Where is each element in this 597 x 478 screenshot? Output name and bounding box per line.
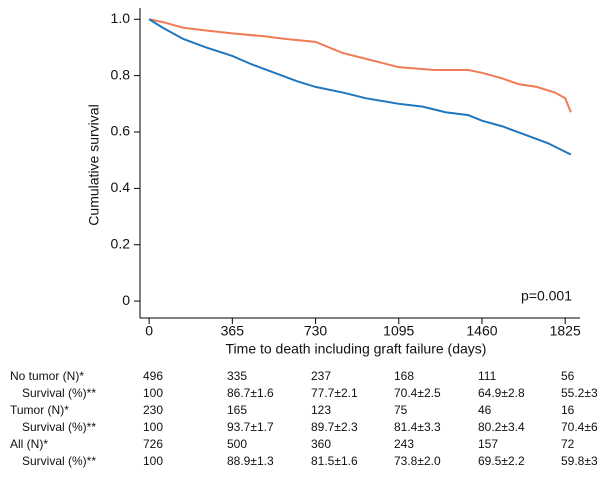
y-tick-label: 0.4 [111, 179, 131, 195]
table-cell: 157 [478, 437, 498, 451]
table-cell: 100 [143, 420, 163, 434]
table-cell: 100 [143, 386, 163, 400]
table-cell: 16 [561, 403, 575, 417]
table-cell: 335 [227, 369, 247, 383]
table-cell: 165 [227, 403, 247, 417]
y-tick-label: 0 [122, 292, 130, 308]
table-cell: 243 [394, 437, 414, 451]
table-cell: 55.2±3.5 [561, 386, 597, 400]
row-label: Survival (%)** [22, 454, 96, 468]
x-tick-label: 730 [304, 323, 328, 339]
annotation: p=0.001 [521, 288, 572, 304]
y-tick-label: 0.6 [111, 123, 131, 139]
row-label: Tumor (N)* [10, 403, 69, 417]
table-cell: 168 [394, 369, 414, 383]
table-cell: 100 [143, 454, 163, 468]
table-cell: 59.8±3.0 [561, 454, 597, 468]
survival-curve [148, 18, 572, 156]
table-cell: 70.4±2.5 [394, 386, 441, 400]
row-label: All (N)* [10, 437, 48, 451]
x-tick-label: 1825 [550, 323, 581, 339]
table-cell: 86.7±1.6 [227, 386, 274, 400]
table-cell: 69.5±2.2 [478, 454, 525, 468]
table-cell: 56 [561, 369, 575, 383]
row-label: Survival (%)** [22, 420, 96, 434]
table-cell: 46 [478, 403, 492, 417]
row-label: Survival (%)** [22, 386, 96, 400]
survival-curve [148, 18, 572, 113]
table-cell: 88.9±1.3 [227, 454, 274, 468]
table-cell: 123 [311, 403, 331, 417]
table-cell: 89.7±2.3 [311, 420, 358, 434]
table-cell: 500 [227, 437, 247, 451]
table-cell: 360 [311, 437, 331, 451]
y-axis-label: Cumulative survival [86, 104, 102, 225]
table-cell: 496 [143, 369, 163, 383]
table-cell: 93.7±1.7 [227, 420, 274, 434]
table-cell: 237 [311, 369, 331, 383]
table-cell: 64.9±2.8 [478, 386, 525, 400]
table-cell: 230 [143, 403, 163, 417]
table-cell: 70.4±6.2 [561, 420, 597, 434]
x-tick-label: 0 [145, 323, 153, 339]
table-cell: 73.8±2.0 [394, 454, 441, 468]
table-cell: 80.2±3.4 [478, 420, 525, 434]
x-tick-label: 1095 [383, 323, 414, 339]
x-axis-label: Time to death including graft failure (d… [226, 341, 487, 357]
table-cell: 111 [478, 369, 497, 383]
table-cell: 72 [561, 437, 575, 451]
x-tick-label: 1460 [466, 323, 497, 339]
table-cell: 81.4±3.3 [394, 420, 441, 434]
y-tick-label: 1.0 [111, 10, 131, 26]
row-label: No tumor (N)* [10, 369, 84, 383]
x-tick-label: 365 [221, 323, 245, 339]
table-cell: 726 [143, 437, 163, 451]
table-cell: 75 [394, 403, 408, 417]
y-tick-label: 0.8 [111, 66, 131, 82]
y-tick-label: 0.2 [111, 235, 131, 251]
table-cell: 77.7±2.1 [311, 386, 358, 400]
table-cell: 81.5±1.6 [311, 454, 358, 468]
